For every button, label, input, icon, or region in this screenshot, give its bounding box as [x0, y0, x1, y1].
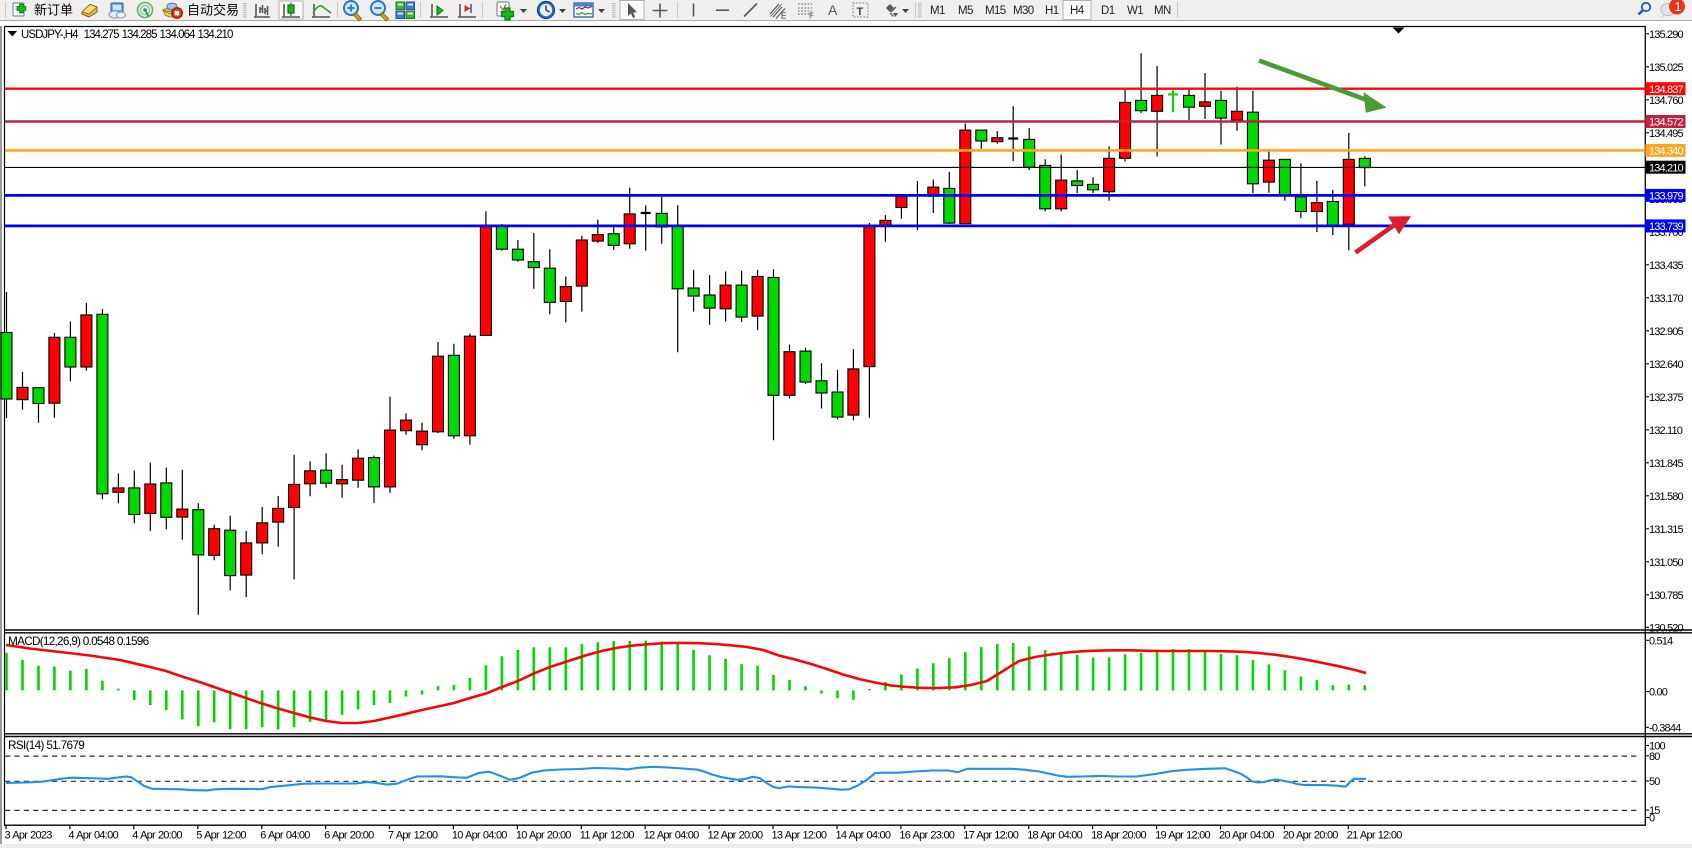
svg-text:新订单: 新订单	[34, 3, 73, 18]
svg-text:M15: M15	[985, 5, 1006, 17]
svg-text:135.290: 135.290	[1649, 29, 1684, 41]
svg-text:USDJPY-,H4 134.275 134.285 13: USDJPY-,H4 134.275 134.285 134.064 134.2…	[21, 29, 233, 41]
svg-text:20 Apr 20:00: 20 Apr 20:00	[1283, 829, 1338, 841]
svg-text:-0.3844: -0.3844	[1649, 722, 1681, 734]
svg-text:132.905: 132.905	[1649, 326, 1684, 338]
svg-text:D1: D1	[1101, 5, 1115, 17]
svg-text:18 Apr 04:00: 18 Apr 04:00	[1027, 829, 1082, 841]
svg-text:10 Apr 20:00: 10 Apr 20:00	[516, 829, 571, 841]
svg-text:132.375: 132.375	[1649, 392, 1684, 404]
svg-text:H1: H1	[1045, 5, 1059, 17]
svg-text:6 Apr 20:00: 6 Apr 20:00	[324, 829, 374, 841]
svg-text:17 Apr 12:00: 17 Apr 12:00	[963, 829, 1018, 841]
svg-text:13 Apr 12:00: 13 Apr 12:00	[772, 829, 827, 841]
svg-text:132.110: 132.110	[1649, 425, 1683, 437]
svg-text:MACD(12,26,9) 0.0548 0.1596: MACD(12,26,9) 0.0548 0.1596	[8, 634, 150, 648]
svg-text:21 Apr 12:00: 21 Apr 12:00	[1347, 829, 1402, 841]
svg-text:H4: H4	[1070, 5, 1085, 17]
svg-text:E: E	[781, 12, 786, 21]
svg-text:132.640: 132.640	[1649, 359, 1684, 371]
svg-text:4 Apr 04:00: 4 Apr 04:00	[68, 829, 118, 841]
svg-text:RSI(14) 51.7679: RSI(14) 51.7679	[8, 738, 84, 752]
svg-text:19 Apr 12:00: 19 Apr 12:00	[1155, 829, 1210, 841]
svg-text:3 Apr 2023: 3 Apr 2023	[5, 829, 53, 841]
svg-text:T: T	[857, 6, 864, 18]
svg-text:20 Apr 04:00: 20 Apr 04:00	[1219, 829, 1274, 841]
svg-text:A: A	[828, 2, 838, 18]
svg-text:1: 1	[1675, 0, 1682, 14]
svg-text:7 Apr 12:00: 7 Apr 12:00	[388, 829, 438, 841]
svg-text:80: 80	[1649, 751, 1660, 763]
svg-text:134.837: 134.837	[1649, 84, 1684, 96]
svg-text:11 Apr 12:00: 11 Apr 12:00	[580, 829, 635, 841]
svg-text:131.845: 131.845	[1649, 458, 1684, 470]
svg-text:134.340: 134.340	[1649, 146, 1684, 158]
svg-text:18 Apr 20:00: 18 Apr 20:00	[1091, 829, 1146, 841]
svg-text:134.495: 134.495	[1649, 128, 1684, 140]
svg-text:14 Apr 04:00: 14 Apr 04:00	[836, 829, 891, 841]
svg-text:M5: M5	[958, 5, 973, 17]
svg-text:0.00: 0.00	[1649, 687, 1668, 699]
svg-text:M30: M30	[1013, 5, 1034, 17]
svg-text:133.435: 133.435	[1649, 260, 1684, 272]
svg-text:5 Apr 12:00: 5 Apr 12:00	[196, 829, 246, 841]
svg-text:M1: M1	[930, 5, 945, 17]
svg-text:130.785: 130.785	[1649, 590, 1684, 602]
svg-text:50: 50	[1649, 776, 1660, 788]
svg-text:0: 0	[1649, 813, 1655, 825]
svg-text:130.520: 130.520	[1649, 622, 1684, 634]
svg-text:6 Apr 04:00: 6 Apr 04:00	[260, 829, 310, 841]
svg-text:15: 15	[1649, 805, 1660, 817]
svg-text:4 Apr 20:00: 4 Apr 20:00	[132, 829, 182, 841]
svg-text:12 Apr 20:00: 12 Apr 20:00	[708, 829, 763, 841]
svg-text:134.210: 134.210	[1649, 162, 1684, 174]
svg-text:0.514: 0.514	[1649, 635, 1673, 647]
svg-text:12 Apr 04:00: 12 Apr 04:00	[644, 829, 699, 841]
svg-text:16 Apr 23:00: 16 Apr 23:00	[899, 829, 954, 841]
svg-text:131.050: 131.050	[1649, 557, 1684, 569]
svg-text:W1: W1	[1127, 5, 1143, 17]
svg-text:100: 100	[1649, 741, 1666, 753]
svg-text:131.580: 131.580	[1649, 491, 1684, 503]
svg-text:F: F	[809, 12, 814, 21]
svg-text:135.025: 135.025	[1649, 62, 1684, 74]
svg-text:10 Apr 04:00: 10 Apr 04:00	[452, 829, 507, 841]
svg-text:133.979: 133.979	[1649, 191, 1684, 203]
svg-text:134.572: 134.572	[1649, 117, 1684, 129]
svg-text:MN: MN	[1154, 5, 1171, 17]
svg-text:133.739: 133.739	[1649, 221, 1684, 233]
svg-text:134.760: 134.760	[1649, 95, 1684, 107]
svg-text:自动交易: 自动交易	[187, 3, 239, 18]
svg-text:133.170: 133.170	[1649, 293, 1684, 305]
svg-text:131.315: 131.315	[1649, 524, 1684, 536]
